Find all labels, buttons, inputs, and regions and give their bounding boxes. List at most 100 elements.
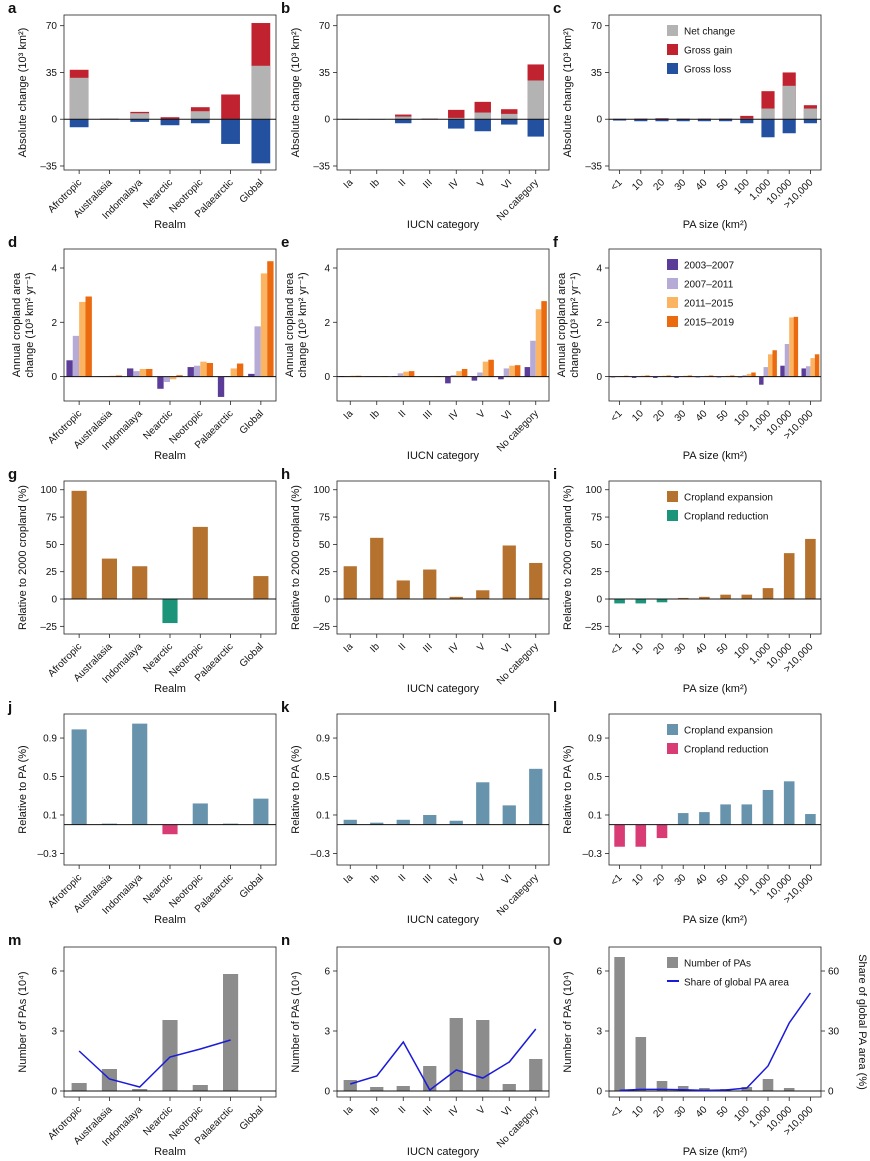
bar-number-of-pas: [192, 1085, 208, 1091]
bar-2015-2019: [85, 296, 92, 377]
bar-relative-change: [343, 566, 357, 600]
y-axis-title: Annual cropland area: [284, 272, 296, 377]
y-axis-title: Annual cropland area: [11, 272, 23, 377]
bar-gross-loss: [803, 119, 817, 124]
y-tick-label: 75: [319, 513, 331, 524]
y2-tick-label: 30: [828, 1027, 840, 1038]
y-tick-label: 2: [324, 318, 330, 329]
bar-2015-2019: [488, 359, 494, 377]
x-tick-label: 20: [651, 641, 667, 657]
y-tick-label: 100: [40, 485, 57, 496]
bar-relative-change: [762, 588, 774, 600]
bar-2011-2015: [509, 365, 515, 377]
y-tick-label: 0.5: [316, 772, 330, 783]
bar-2007-2011: [763, 367, 768, 377]
y-tick-label: 50: [591, 540, 603, 551]
bar-2011-2015: [260, 273, 268, 377]
x-tick-label: Ia: [342, 408, 356, 422]
bar-number-of-pas: [677, 1086, 689, 1091]
bar-2007-2011: [742, 375, 747, 377]
bar-gross-loss: [69, 119, 89, 128]
legend-label: 2003–2007: [684, 261, 734, 272]
y2-tick-label: 0: [828, 1087, 834, 1098]
x-axis-title: PA size (km²): [683, 219, 748, 231]
y2-tick-label: 60: [828, 967, 840, 978]
bar-relative-change: [762, 789, 774, 825]
bar-gross-loss: [251, 119, 271, 164]
y-tick-label: 0.9: [43, 734, 57, 745]
y-tick-label: –0.3: [583, 849, 603, 860]
bar-gross-loss: [697, 119, 711, 122]
bar-relative-change: [71, 729, 87, 825]
bar-2015-2019: [206, 363, 214, 377]
bar-net-change: [448, 117, 465, 120]
legend-swatch: [667, 25, 678, 36]
bar-relative-change: [132, 723, 148, 825]
bar-2007-2011: [254, 326, 261, 377]
x-tick-label: 20: [651, 1104, 667, 1120]
y-tick-label: 0.5: [588, 772, 602, 783]
bar-2007-2011: [72, 335, 80, 377]
bar-2015-2019: [814, 354, 820, 377]
x-tick-label: 40: [694, 408, 710, 424]
x-tick-label: 50: [715, 408, 731, 424]
x-axis-title: IUCN category: [407, 1146, 480, 1158]
bar-relative-change: [132, 566, 148, 600]
legend-swatch: [667, 297, 678, 308]
bar-number-of-pas: [635, 1037, 647, 1091]
legend-label: Net change: [684, 27, 736, 38]
share-line: [619, 992, 812, 1092]
bar-2015-2019: [176, 375, 183, 377]
legend-label: 2011–2015: [684, 299, 734, 310]
y-tick-label: 70: [319, 21, 331, 32]
x-axis-title: PA size (km²): [683, 450, 748, 462]
bar-gross-loss: [613, 119, 627, 121]
bar-relative-change: [423, 569, 437, 600]
y-axis-title: change (10³ km² yr⁻¹): [569, 272, 581, 377]
bar-relative-change: [699, 812, 710, 825]
plot-frame: [336, 248, 550, 402]
x-tick-label: 10: [630, 408, 646, 424]
x-tick-label: 30: [673, 641, 689, 657]
x-tick-label: VI: [500, 872, 514, 886]
legend-label: Cropland reduction: [684, 512, 769, 523]
y-axis-title: Number of PAs (10⁴): [17, 971, 29, 1072]
y-tick-label: 4: [596, 264, 602, 275]
bar-number-of-pas: [783, 1088, 795, 1091]
bar-number-of-pas: [502, 1084, 516, 1091]
bar-gross-loss: [740, 119, 754, 124]
bar-2003-2007: [524, 367, 531, 377]
bar-gross-loss: [474, 119, 491, 132]
bar-gross-loss: [221, 119, 240, 144]
y-axis-title: Annual cropland area: [556, 272, 568, 377]
y-axis-title: Relative to 2000 cropland (%): [17, 485, 29, 630]
x-tick-label: Ia: [342, 872, 356, 886]
panel-letter: m: [8, 932, 21, 949]
bar-2007-2011: [133, 371, 140, 377]
y-axis-title: Absolute change (10³ km²): [290, 28, 302, 158]
legend-label: Cropland reduction: [684, 745, 769, 756]
y-tick-label: 0: [596, 1087, 602, 1098]
plot-frame: [336, 713, 550, 866]
y-tick-label: 0.5: [43, 772, 57, 783]
bar-2015-2019: [772, 350, 777, 377]
bar-2015-2019: [751, 372, 756, 377]
x-tick-label: 20: [651, 872, 667, 888]
bar-2003-2007: [498, 376, 504, 380]
bar-gross-loss: [782, 119, 796, 134]
bar-2011-2015: [456, 371, 462, 377]
bar-number-of-pas: [101, 1069, 117, 1091]
bar-relative-change: [253, 576, 269, 600]
x-axis-title: PA size (km²): [683, 683, 748, 695]
panel-letter: d: [8, 234, 17, 251]
bar-number-of-pas: [396, 1086, 410, 1091]
bar-relative-change: [192, 526, 208, 600]
x-tick-label: 10: [630, 641, 646, 657]
bar-2003-2007: [471, 376, 478, 381]
x-tick-label: VI: [500, 177, 514, 191]
bar-2015-2019: [514, 365, 521, 377]
